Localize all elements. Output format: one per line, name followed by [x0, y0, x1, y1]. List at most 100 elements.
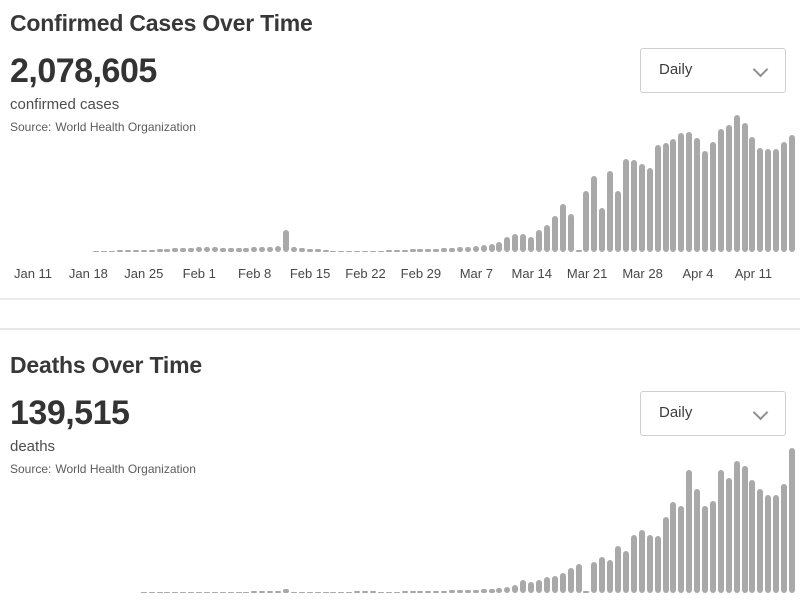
bar[interactable] — [599, 557, 606, 593]
bar[interactable] — [433, 249, 440, 252]
bar[interactable] — [243, 248, 250, 252]
bar[interactable] — [290, 592, 297, 593]
bar[interactable] — [275, 591, 282, 593]
bar[interactable] — [781, 142, 788, 252]
bar[interactable] — [227, 592, 234, 593]
bar[interactable] — [512, 234, 519, 252]
bar[interactable] — [401, 591, 408, 593]
bar[interactable] — [298, 592, 305, 593]
bar[interactable] — [725, 125, 732, 252]
bar[interactable] — [480, 245, 487, 252]
bar[interactable] — [504, 237, 511, 252]
bar[interactable] — [101, 251, 108, 252]
bar[interactable] — [646, 535, 653, 593]
bar[interactable] — [591, 176, 598, 252]
bar[interactable] — [607, 560, 614, 593]
bar[interactable] — [227, 248, 234, 252]
bar[interactable] — [449, 248, 456, 252]
bar[interactable] — [765, 149, 772, 252]
bar[interactable] — [203, 247, 210, 252]
bar[interactable] — [615, 546, 622, 593]
bar[interactable] — [188, 592, 195, 593]
bar[interactable] — [496, 588, 503, 593]
bar[interactable] — [259, 591, 266, 593]
bar[interactable] — [203, 592, 210, 593]
bar[interactable] — [172, 592, 179, 593]
bar[interactable] — [670, 139, 677, 252]
bar[interactable] — [789, 135, 795, 252]
bar[interactable] — [425, 249, 432, 252]
bar[interactable] — [148, 250, 155, 252]
bar[interactable] — [733, 461, 740, 593]
bar[interactable] — [504, 587, 511, 593]
bar[interactable] — [354, 591, 361, 593]
bar[interactable] — [322, 250, 329, 252]
bar[interactable] — [622, 159, 629, 252]
interval-dropdown[interactable]: Daily — [640, 48, 786, 93]
bar[interactable] — [196, 592, 203, 593]
bar[interactable] — [520, 580, 527, 593]
bar[interactable] — [251, 247, 258, 252]
bar[interactable] — [180, 592, 187, 593]
bar[interactable] — [346, 251, 353, 252]
bar[interactable] — [322, 592, 329, 593]
bar[interactable] — [662, 517, 669, 593]
bar[interactable] — [725, 478, 732, 593]
bar[interactable] — [567, 214, 574, 252]
bar[interactable] — [528, 582, 535, 593]
bar[interactable] — [630, 160, 637, 252]
bar[interactable] — [219, 592, 226, 593]
bar[interactable] — [607, 171, 614, 252]
bar[interactable] — [393, 592, 400, 593]
bar[interactable] — [338, 592, 345, 593]
bar[interactable] — [464, 590, 471, 593]
bar[interactable] — [488, 244, 495, 252]
bar[interactable] — [401, 250, 408, 252]
bar[interactable] — [615, 191, 622, 252]
bar[interactable] — [180, 248, 187, 252]
bar[interactable] — [773, 495, 780, 593]
bar[interactable] — [314, 592, 321, 593]
bar[interactable] — [757, 489, 764, 593]
bar[interactable] — [330, 592, 337, 593]
bar[interactable] — [472, 590, 479, 593]
bar[interactable] — [314, 249, 321, 252]
bar[interactable] — [196, 247, 203, 252]
bar[interactable] — [781, 484, 788, 593]
bar[interactable] — [464, 247, 471, 252]
bar[interactable] — [662, 143, 669, 252]
bar[interactable] — [425, 591, 432, 593]
bar[interactable] — [456, 590, 463, 593]
bar[interactable] — [694, 489, 701, 593]
bar[interactable] — [583, 191, 590, 252]
bar[interactable] — [456, 247, 463, 252]
bar[interactable] — [536, 580, 542, 593]
bar[interactable] — [330, 251, 337, 252]
bar[interactable] — [449, 590, 456, 593]
bar[interactable] — [164, 249, 171, 252]
bar[interactable] — [741, 123, 748, 252]
bar[interactable] — [694, 138, 701, 252]
bar[interactable] — [433, 591, 440, 593]
bar[interactable] — [543, 225, 550, 252]
bar[interactable] — [686, 470, 693, 593]
bar[interactable] — [243, 592, 250, 593]
bar[interactable] — [559, 573, 566, 593]
bar[interactable] — [638, 530, 645, 593]
bar[interactable] — [551, 216, 558, 252]
bar[interactable] — [377, 592, 384, 593]
bar[interactable] — [354, 251, 361, 252]
bar[interactable] — [156, 249, 163, 252]
bar[interactable] — [338, 251, 345, 252]
bar[interactable] — [140, 592, 147, 593]
bar[interactable] — [235, 248, 242, 252]
bar[interactable] — [211, 592, 218, 593]
bar[interactable] — [749, 480, 756, 593]
bar[interactable] — [757, 148, 764, 252]
bar[interactable] — [717, 470, 724, 593]
bar[interactable] — [488, 589, 495, 593]
bar[interactable] — [654, 145, 661, 252]
bar[interactable] — [235, 592, 242, 593]
bar[interactable] — [717, 129, 724, 252]
bar[interactable] — [306, 592, 313, 593]
